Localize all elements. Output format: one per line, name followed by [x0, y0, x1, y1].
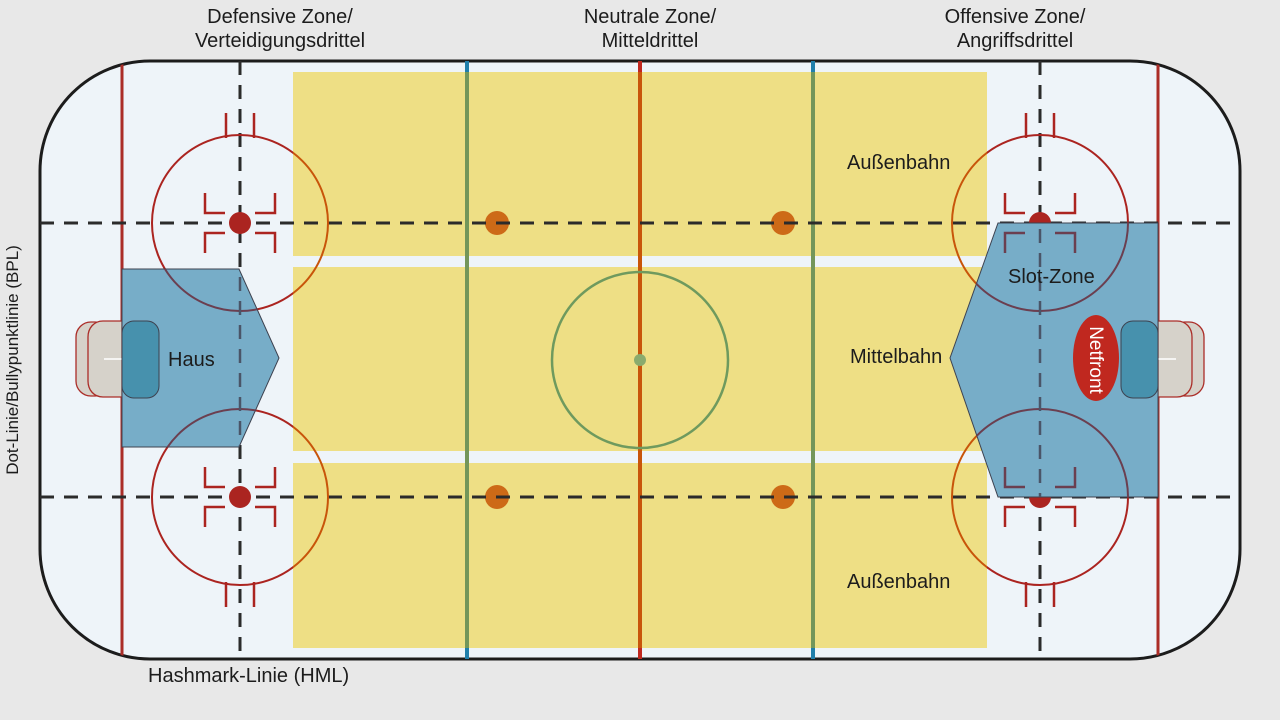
svg-text:Mittelbahn: Mittelbahn [850, 346, 942, 368]
svg-text:Außenbahn: Außenbahn [847, 571, 950, 593]
svg-text:Defensive Zone/: Defensive Zone/ [207, 6, 353, 28]
svg-text:Netfront: Netfront [1085, 326, 1106, 394]
svg-text:Außenbahn: Außenbahn [847, 152, 950, 174]
svg-text:Slot-Zone: Slot-Zone [1008, 266, 1095, 288]
svg-text:Dot-Linie/Bullypunktlinie (BPL: Dot-Linie/Bullypunktlinie (BPL) [3, 245, 22, 475]
svg-text:Angriffsdrittel: Angriffsdrittel [957, 30, 1073, 52]
svg-text:Hashmark-Linie (HML): Hashmark-Linie (HML) [148, 665, 349, 687]
svg-text:Offensive Zone/: Offensive Zone/ [945, 6, 1086, 28]
svg-text:Haus: Haus [168, 349, 215, 371]
svg-text:Neutrale Zone/: Neutrale Zone/ [584, 6, 717, 28]
svg-text:Mitteldrittel: Mitteldrittel [602, 30, 699, 52]
svg-text:Verteidigungsdrittel: Verteidigungsdrittel [195, 30, 365, 52]
